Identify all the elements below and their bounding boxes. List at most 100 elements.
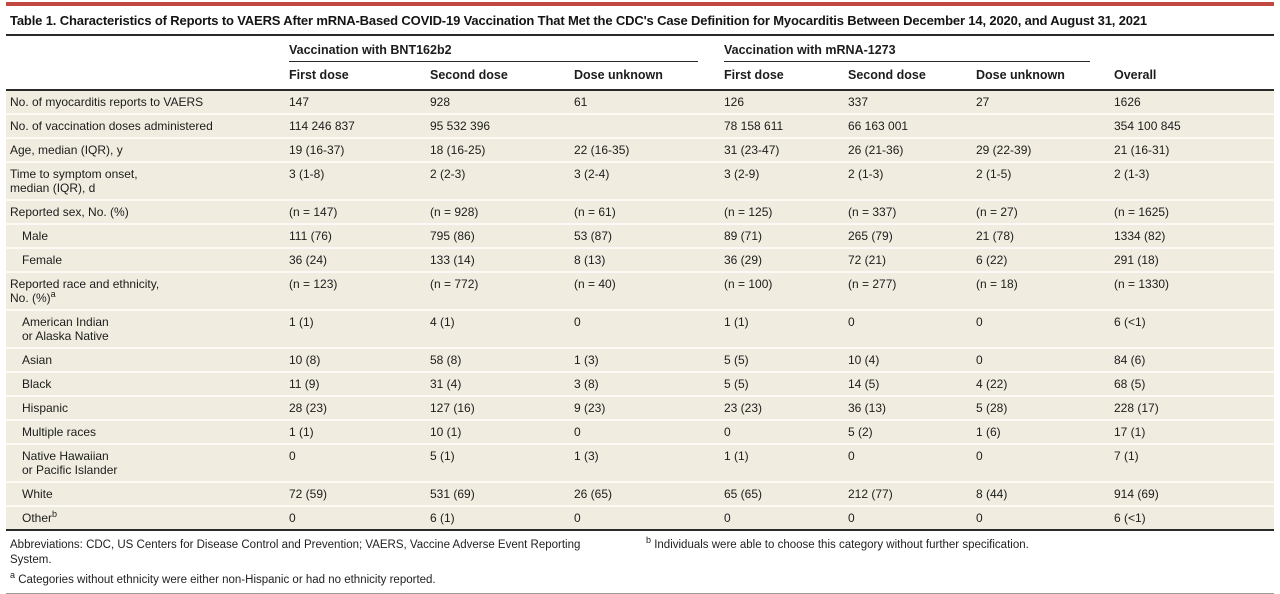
footnotes-right-column: b Individuals were able to choose this c… — [622, 535, 1270, 593]
table-cell: 8 (13) — [574, 253, 606, 267]
table-cell: 29 (22-39) — [976, 143, 1032, 157]
column-header-first-dose-mrna: First dose — [724, 68, 784, 82]
table-cell: 22 (16-35) — [574, 143, 630, 157]
table-cell: 228 (17) — [1114, 401, 1159, 415]
table-cell: 8 (44) — [976, 487, 1008, 501]
table-cell: 0 — [976, 315, 983, 329]
table-cell — [574, 118, 724, 120]
row-label: Black — [22, 377, 52, 391]
table-cell: 2 (1-3) — [1114, 167, 1150, 181]
row-label: Reported sex, No. (%) — [10, 205, 129, 219]
table-cell: (n = 277) — [848, 277, 897, 291]
table-cell: (n = 100) — [724, 277, 773, 291]
table-row: Multiple races 1 (1) 10 (1) 0 0 5 (2) 1 (6) 17 … — [6, 419, 1274, 443]
column-header-dose-unknown-mrna: Dose unknown — [976, 68, 1065, 82]
table-cell: (n = 125) — [724, 205, 773, 219]
table-cell: 114 246 837 — [289, 119, 355, 133]
row-label: Time to symptom onset, median (IQR), d — [10, 167, 138, 195]
table-cell: 0 — [848, 449, 855, 463]
table-cell: 0 — [574, 315, 581, 329]
table-cell: 3 (2-9) — [724, 167, 760, 181]
table-cell: 84 (6) — [1114, 353, 1146, 367]
table-row: No. of myocarditis reports to VAERS 147 92… — [6, 91, 1274, 113]
table-cell: 3 (2-4) — [574, 167, 610, 181]
table-bottom-divider — [6, 529, 1274, 531]
footnote: b Individuals were able to choose this c… — [646, 535, 1029, 551]
table-cell: 68 (5) — [1114, 377, 1146, 391]
table-cell: 5 (5) — [724, 353, 749, 367]
column-header-row: First dose Second dose Dose unknown Firs… — [6, 62, 1274, 89]
table-cell: 10 (4) — [848, 353, 880, 367]
table-cell: 0 — [976, 511, 983, 525]
table-cell: 265 (79) — [848, 229, 893, 243]
table-row: White 72 (59) 531 (69) 26 (65) 65 (65) 212 (7… — [6, 481, 1274, 505]
table-cell: 10 (1) — [430, 425, 462, 439]
table-cell: 72 (59) — [289, 487, 328, 501]
table-cell: 2 (2-3) — [430, 167, 466, 181]
table-cell: 4 (1) — [430, 315, 455, 329]
table-cell: (n = 123) — [289, 277, 338, 291]
column-group-row: Vaccination with BNT162b2 Vaccination wi… — [6, 43, 1274, 62]
table-cell: 1626 — [1114, 95, 1141, 109]
table-cell: 31 (23-47) — [724, 143, 780, 157]
table-row: Black 11 (9) 31 (4) 3 (8) 5 (5) 14 (5) 4 (22) 6… — [6, 371, 1274, 395]
table-cell: 6 (1) — [430, 511, 455, 525]
table-cell: 28 (23) — [289, 401, 328, 415]
table-cell: 72 (21) — [848, 253, 887, 267]
row-label: Hispanic — [22, 401, 69, 415]
table-cell: 1 (1) — [289, 315, 314, 329]
footnote: Abbreviations: CDC, US Centers for Disea… — [10, 539, 581, 566]
column-header-second-dose-mrna: Second dose — [848, 68, 926, 82]
row-label: American Indian or Alaska Native — [22, 315, 109, 343]
row-label: White — [22, 487, 53, 501]
table-row: Female 36 (24) 133 (14) 8 (13) 36 (29) 72 (21… — [6, 247, 1274, 271]
table-cell: 337 — [848, 95, 869, 109]
table-cell: 95 532 396 — [430, 119, 491, 133]
table-cell: 111 (76) — [289, 229, 332, 243]
table-cell: 0 — [574, 511, 581, 525]
table-cell: 65 (65) — [724, 487, 763, 501]
table-cell: 14 (5) — [848, 377, 880, 391]
table-cell: 31 (4) — [430, 377, 462, 391]
table-cell: 354 100 845 — [1114, 119, 1181, 133]
table-cell: (n = 18) — [976, 277, 1018, 291]
table-cell: 1 (1) — [724, 449, 749, 463]
row-label: Female — [22, 253, 63, 267]
column-group-bnt162b2: Vaccination with BNT162b2 — [289, 43, 698, 62]
table-row: Time to symptom onset, median (IQR), d 3 (… — [6, 161, 1274, 199]
table-row: No. of vaccination doses administered 114… — [6, 113, 1274, 137]
table-cell: 147 — [289, 95, 310, 109]
table-row: Age, median (IQR), y 19 (16-37) 18 (16-25)… — [6, 137, 1274, 161]
header-divider — [6, 89, 1274, 91]
table-cell: (n = 1625) — [1114, 205, 1170, 219]
table-cell: 795 (86) — [430, 229, 475, 243]
table-cell: 17 (1) — [1114, 425, 1146, 439]
table-cell: 5 (28) — [976, 401, 1008, 415]
table-title: Table 1. Characteristics of Reports to V… — [10, 13, 1148, 28]
table-row: American Indian or Alaska Native 1 (1) 4 (1… — [6, 309, 1274, 347]
title-divider — [6, 34, 1274, 36]
table-cell: 27 — [976, 95, 990, 109]
table-row: Male 111 (76) 795 (86) 53 (87) 89 (71) 265 (7… — [6, 223, 1274, 247]
table-row: Native Hawaiian or Pacific Islander 0 5 (1)… — [6, 443, 1274, 481]
table-cell: 3 (8) — [574, 377, 599, 391]
table-cell: 133 (14) — [430, 253, 475, 267]
column-header-dose-unknown-bnt: Dose unknown — [574, 68, 663, 82]
table-cell: 1 (6) — [976, 425, 1001, 439]
column-header-second-dose-bnt: Second dose — [430, 68, 508, 82]
table-cell: 0 — [724, 425, 731, 439]
table-cell: 1 (3) — [574, 353, 599, 367]
table-cell: 58 (8) — [430, 353, 462, 367]
table-cell: 21 (78) — [976, 229, 1015, 243]
table-cell: 19 (16-37) — [289, 143, 345, 157]
table-cell: 89 (71) — [724, 229, 763, 243]
table-cell: 36 (29) — [724, 253, 763, 267]
table-cell: 0 — [976, 449, 983, 463]
table-cell: 0 — [848, 315, 855, 329]
table-cell: (n = 1330) — [1114, 277, 1170, 291]
row-label: Age, median (IQR), y — [10, 143, 123, 157]
column-group-mrna1273: Vaccination with mRNA-1273 — [724, 43, 1090, 62]
table-cell: 914 (69) — [1114, 487, 1159, 501]
table-cell: 5 (2) — [848, 425, 873, 439]
